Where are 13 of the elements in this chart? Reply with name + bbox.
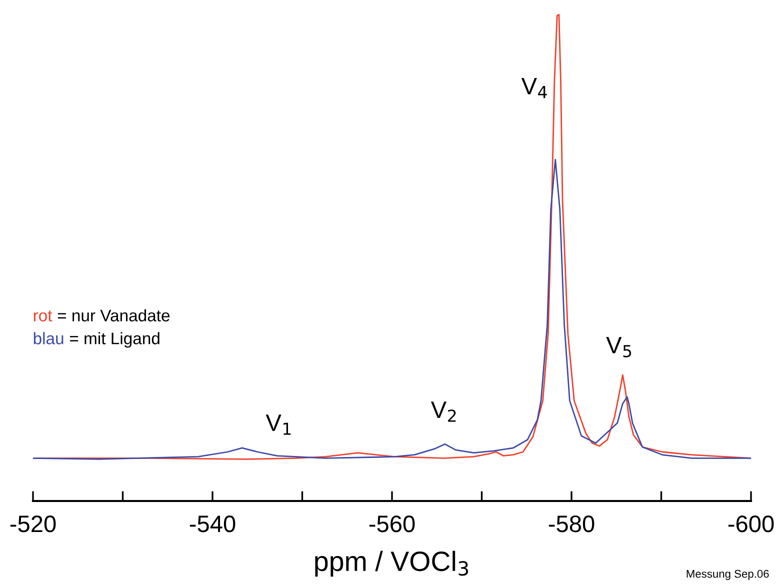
text: rot = nur Vanadate bbox=[34, 309, 170, 322]
x-tick-label: -560 bbox=[369, 516, 415, 532]
x-tick-label: -580 bbox=[548, 516, 594, 532]
annotation: V$_{5}$ bbox=[606, 337, 632, 358]
x-tick-label: -520 bbox=[10, 516, 56, 532]
text: Messung Sep.06 bbox=[686, 570, 769, 580]
annotation: V$_{2}$ bbox=[430, 402, 456, 422]
annotation: V$_{1}$ bbox=[266, 414, 291, 435]
text: blau = mit Ligand bbox=[34, 332, 160, 348]
x-tick-label: -540 bbox=[190, 516, 236, 532]
annotation: V$_{4}$ bbox=[521, 78, 547, 98]
x-axis-title: ppm / VOCl$_{3}$ bbox=[315, 550, 468, 577]
x-tick-label: -600 bbox=[728, 516, 774, 532]
